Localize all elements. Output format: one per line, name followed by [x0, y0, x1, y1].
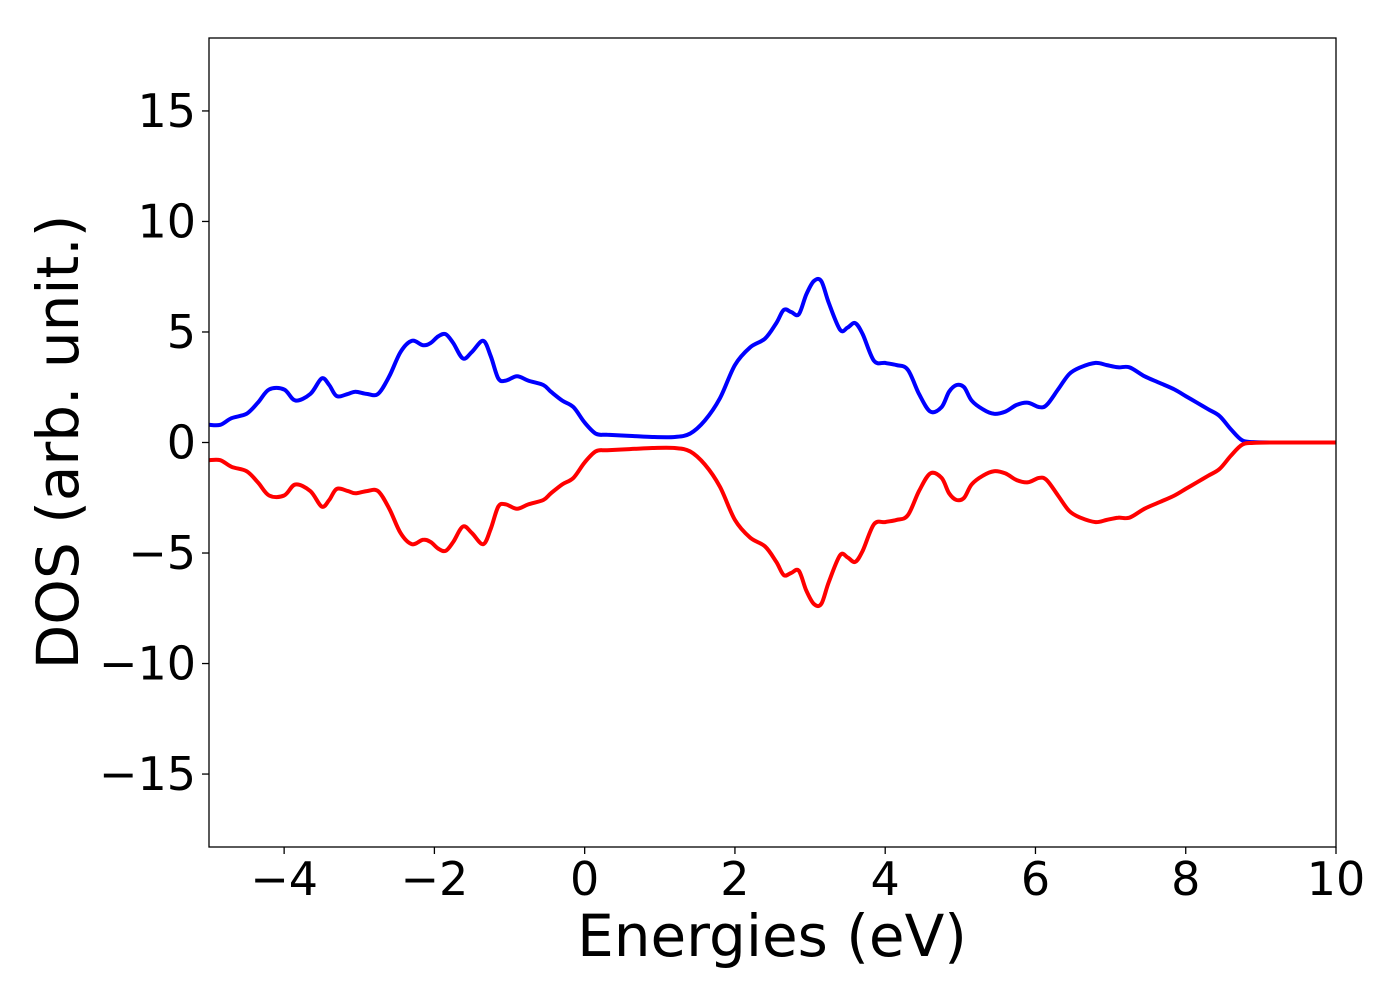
x-axis-label: Energies (eV): [577, 902, 967, 970]
y-tick-label: 15: [137, 84, 196, 138]
plot-area: [208, 37, 1337, 848]
plot-background: [209, 38, 1336, 847]
y-tick-label: −15: [99, 747, 196, 801]
y-tick-label: 5: [167, 305, 196, 359]
y-tick-label: 10: [137, 194, 196, 248]
y-tick-label: −5: [128, 526, 196, 580]
x-tick-label: −2: [400, 852, 468, 906]
series-2-line: [208, 440, 1336, 609]
x-tick-label: 10: [1307, 852, 1366, 906]
y-axis-label: DOS (arb. unit.): [24, 215, 92, 670]
x-tick-label: 6: [1021, 852, 1050, 906]
x-tick-label: 0: [570, 852, 599, 906]
x-tick-label: 8: [1171, 852, 1200, 906]
y-axis-ticks: −15 −10 −5 0 5 10 15: [99, 84, 209, 801]
x-axis-ticks: −4 −2 0 2 4 6 8 10: [250, 847, 1365, 906]
series-1-line: [208, 276, 1336, 445]
y-tick-label: −10: [99, 637, 196, 691]
series-layer: [208, 276, 1336, 609]
y-tick-label: 0: [167, 416, 196, 470]
x-tick-label: −4: [250, 852, 318, 906]
x-tick-label: 4: [871, 852, 900, 906]
x-tick-label: 2: [720, 852, 749, 906]
